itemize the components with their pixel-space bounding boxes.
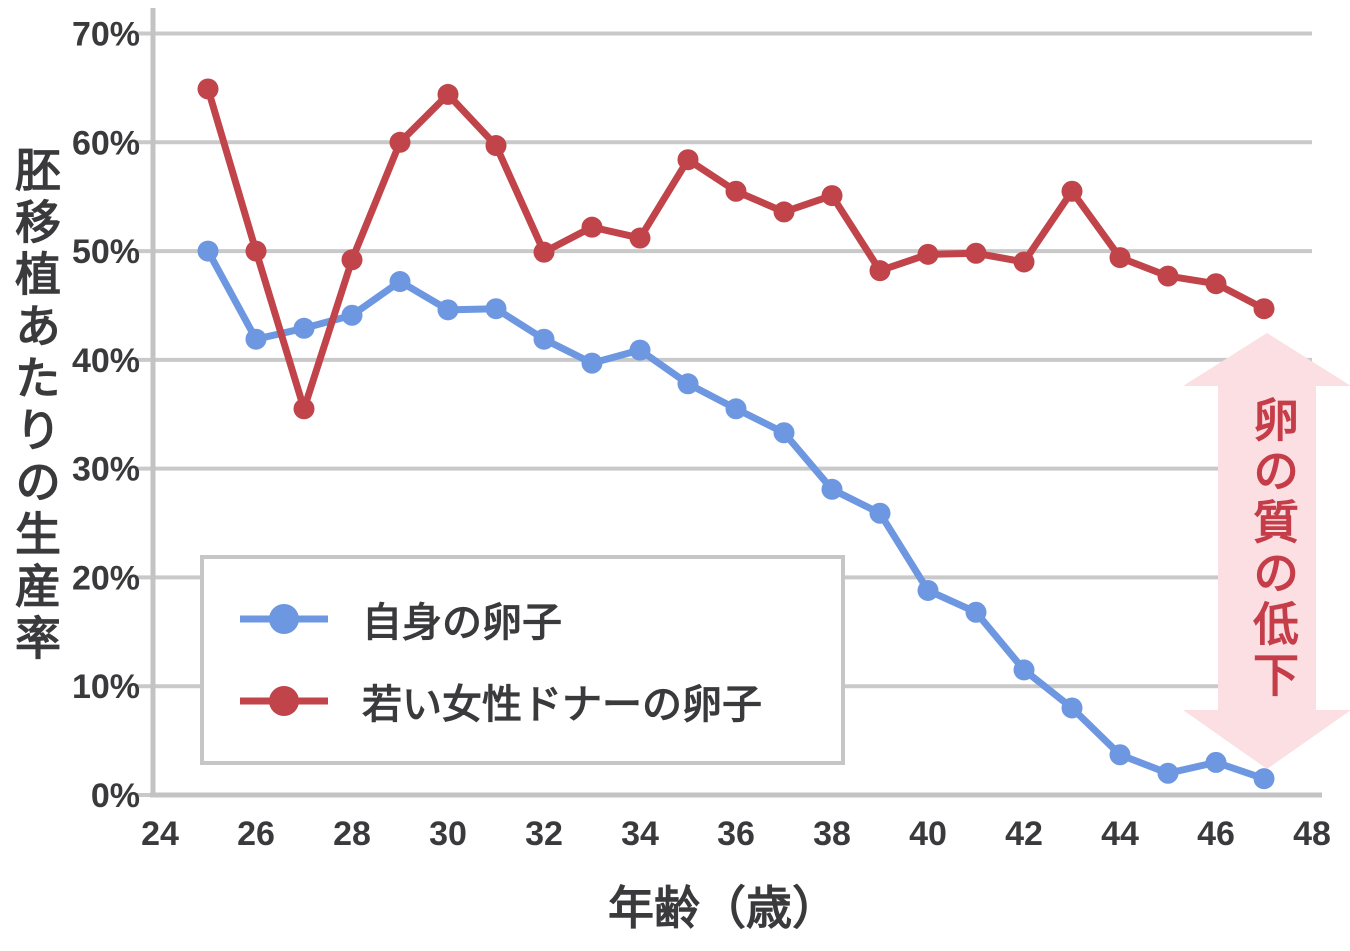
point-donor-eggs-43	[1061, 180, 1083, 202]
x-axis-title: 年齢（歳）	[608, 882, 838, 934]
egg-quality-decline-label: 卵の質の低下	[1247, 396, 1299, 702]
point-own-eggs-29	[389, 271, 411, 293]
y-tick-label: 30%	[72, 451, 140, 489]
x-tick-label: 24	[141, 815, 179, 853]
x-tick-label: 38	[813, 815, 851, 853]
x-tick-label: 40	[909, 815, 947, 853]
point-donor-eggs-41	[965, 242, 987, 264]
point-own-eggs-34	[629, 339, 651, 361]
point-own-eggs-25	[197, 240, 219, 262]
egg-quality-decline-arrow	[1183, 333, 1350, 769]
y-tick-label: 0%	[91, 777, 140, 815]
legend: 自身の卵子 若い女性ドナーの卵子	[200, 555, 845, 765]
legend-item-own-eggs: 自身の卵子	[238, 590, 841, 648]
point-donor-eggs-38	[821, 185, 843, 207]
point-donor-eggs-30	[437, 83, 459, 105]
point-own-eggs-44	[1109, 744, 1131, 766]
point-donor-eggs-36	[725, 180, 747, 202]
point-donor-eggs-35	[677, 149, 699, 171]
point-own-eggs-41	[965, 601, 987, 623]
y-tick-label: 70%	[72, 16, 140, 54]
legend-marker-donor-eggs-icon	[240, 686, 328, 716]
point-own-eggs-45	[1157, 762, 1179, 784]
x-tick-label: 42	[1005, 815, 1043, 853]
legend-label-own-eggs: 自身の卵子	[362, 601, 562, 645]
point-donor-eggs-29	[389, 131, 411, 153]
legend-marker-own-eggs-icon	[240, 604, 328, 634]
y-tick-label: 40%	[72, 342, 140, 380]
point-own-eggs-28	[341, 304, 363, 326]
point-donor-eggs-46	[1205, 273, 1227, 295]
point-own-eggs-47	[1253, 768, 1275, 790]
point-own-eggs-30	[437, 299, 459, 321]
point-donor-eggs-25	[197, 78, 219, 100]
x-tick-label: 44	[1101, 815, 1139, 853]
point-donor-eggs-39	[869, 260, 891, 282]
y-tick-label: 60%	[72, 124, 140, 162]
point-own-eggs-40	[917, 579, 939, 601]
x-tick-label: 46	[1197, 815, 1235, 853]
y-axis-title: 胚移植あたりの生産率	[9, 146, 61, 666]
x-tick-label: 32	[525, 815, 563, 853]
point-own-eggs-38	[821, 478, 843, 500]
point-donor-eggs-26	[245, 240, 267, 262]
point-donor-eggs-47	[1253, 298, 1275, 320]
y-tick-label: 50%	[72, 233, 140, 271]
point-donor-eggs-27	[293, 398, 315, 420]
legend-label-donor-eggs: 若い女性ドナーの卵子	[362, 683, 762, 727]
point-donor-eggs-32	[533, 241, 555, 263]
legend-item-donor-eggs: 若い女性ドナーの卵子	[238, 672, 841, 730]
x-tick-label: 34	[621, 815, 659, 853]
point-own-eggs-33	[581, 352, 603, 374]
point-donor-eggs-44	[1109, 247, 1131, 269]
point-own-eggs-43	[1061, 697, 1083, 719]
x-tick-label: 30	[429, 815, 467, 853]
point-donor-eggs-33	[581, 216, 603, 238]
point-donor-eggs-34	[629, 227, 651, 249]
point-own-eggs-39	[869, 502, 891, 524]
point-donor-eggs-45	[1157, 265, 1179, 287]
x-tick-label: 26	[237, 815, 275, 853]
point-donor-eggs-40	[917, 243, 939, 265]
point-donor-eggs-37	[773, 201, 795, 223]
point-own-eggs-37	[773, 422, 795, 444]
point-donor-eggs-31	[485, 135, 507, 157]
point-own-eggs-46	[1205, 751, 1227, 773]
point-own-eggs-36	[725, 398, 747, 420]
x-tick-label: 28	[333, 815, 371, 853]
point-donor-eggs-42	[1013, 251, 1035, 273]
y-tick-label: 20%	[72, 559, 140, 597]
x-tick-label: 36	[717, 815, 755, 853]
point-own-eggs-42	[1013, 659, 1035, 681]
point-donor-eggs-28	[341, 249, 363, 271]
point-own-eggs-27	[293, 317, 315, 339]
point-own-eggs-35	[677, 373, 699, 395]
point-own-eggs-26	[245, 328, 267, 350]
point-own-eggs-32	[533, 328, 555, 350]
x-tick-label: 48	[1293, 815, 1331, 853]
y-tick-label: 10%	[72, 668, 140, 706]
point-own-eggs-31	[485, 298, 507, 320]
